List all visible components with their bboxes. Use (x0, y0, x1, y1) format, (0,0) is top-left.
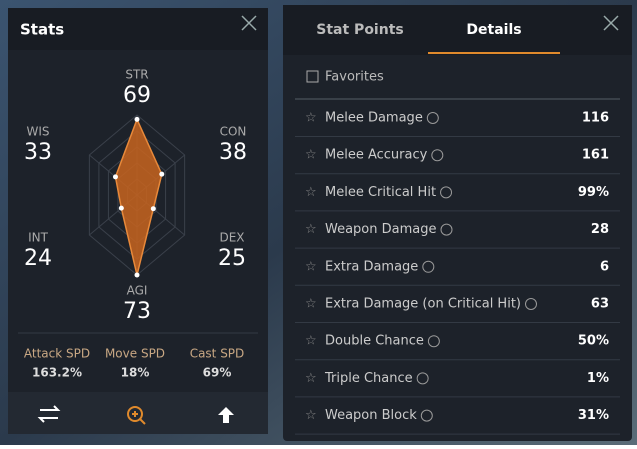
close-button[interactable] (603, 15, 619, 31)
stat-value: 24 (24, 246, 52, 271)
stats-title: Stats (20, 21, 64, 39)
zoom-button[interactable] (127, 406, 143, 422)
radar-point (118, 205, 124, 211)
star-icon: ☆ (305, 222, 317, 237)
row-label: Double Chance (325, 334, 424, 349)
stat-label: CON (220, 125, 247, 139)
speed-label: Cast SPD (190, 347, 245, 361)
star-icon: ☆ (305, 334, 317, 349)
row-value: 28 (591, 222, 609, 237)
stat-value: 33 (24, 140, 52, 165)
row-value: 161 (582, 148, 609, 163)
radar-point (134, 116, 140, 122)
details-panel (283, 5, 632, 441)
row-label: Melee Accuracy (325, 148, 428, 163)
stat-label: AGI (127, 284, 148, 298)
row-value: 116 (582, 111, 609, 126)
tab[interactable]: Stat Points (316, 22, 403, 38)
speed-value: 69% (203, 366, 232, 380)
radar-point (150, 206, 156, 212)
row-value: 6 (600, 259, 609, 274)
swap-button[interactable] (37, 405, 61, 423)
speed-value: 163.2% (32, 366, 82, 380)
tab-active[interactable]: Details (466, 22, 521, 38)
star-icon: ☆ (305, 259, 317, 274)
stat-value: 25 (218, 246, 246, 271)
star-icon: ☆ (305, 148, 317, 163)
info-icon[interactable] (422, 260, 435, 273)
star-icon: ☆ (305, 371, 317, 386)
row-value: 50% (578, 334, 609, 349)
stat-value: 69 (123, 83, 151, 108)
info-icon[interactable] (431, 149, 444, 162)
close-button[interactable] (241, 15, 257, 31)
info-icon[interactable] (440, 223, 453, 236)
speed-value: 18% (121, 366, 150, 380)
stat-value: 38 (219, 140, 247, 165)
stats-header (8, 8, 268, 50)
favorites-checkbox[interactable] (306, 70, 319, 83)
radar-point (159, 171, 165, 177)
speed-label: Move SPD (105, 347, 165, 361)
row-label: Triple Chance (324, 371, 413, 386)
row-label: Extra Damage (325, 259, 418, 274)
speed-label: Attack SPD (24, 347, 90, 361)
row-label: Melee Damage (325, 111, 423, 126)
tabs-bar (283, 5, 632, 55)
stat-label: DEX (219, 231, 244, 245)
info-icon[interactable] (420, 409, 433, 422)
star-icon: ☆ (305, 297, 317, 312)
row-value: 63 (591, 297, 609, 312)
info-icon[interactable] (426, 112, 439, 124)
row-label: Weapon Damage (325, 222, 437, 237)
favorites-label: Favorites (325, 70, 384, 85)
zoom-icon (132, 411, 146, 425)
star-icon: ☆ (305, 408, 317, 423)
radar-point (112, 174, 118, 180)
star-icon: ☆ (305, 111, 317, 126)
stat-label: STR (125, 68, 148, 82)
radar-point (134, 272, 140, 278)
row-value: 1% (587, 371, 609, 386)
stat-value: 73 (123, 299, 151, 324)
info-icon[interactable] (416, 372, 429, 385)
star-icon: ☆ (305, 185, 317, 200)
info-icon[interactable] (525, 298, 537, 310)
stat-label: INT (28, 231, 49, 245)
info-icon[interactable] (440, 186, 453, 199)
row-label: Melee Critical Hit (325, 185, 436, 200)
stat-label: WIS (26, 125, 49, 139)
info-icon[interactable] (427, 335, 440, 348)
row-label: Extra Damage (on Critical Hit) (325, 297, 521, 312)
up-button[interactable] (218, 407, 234, 423)
row-value: 99% (578, 185, 609, 200)
row-value: 31% (578, 408, 609, 423)
row-label: Weapon Block (325, 408, 417, 423)
